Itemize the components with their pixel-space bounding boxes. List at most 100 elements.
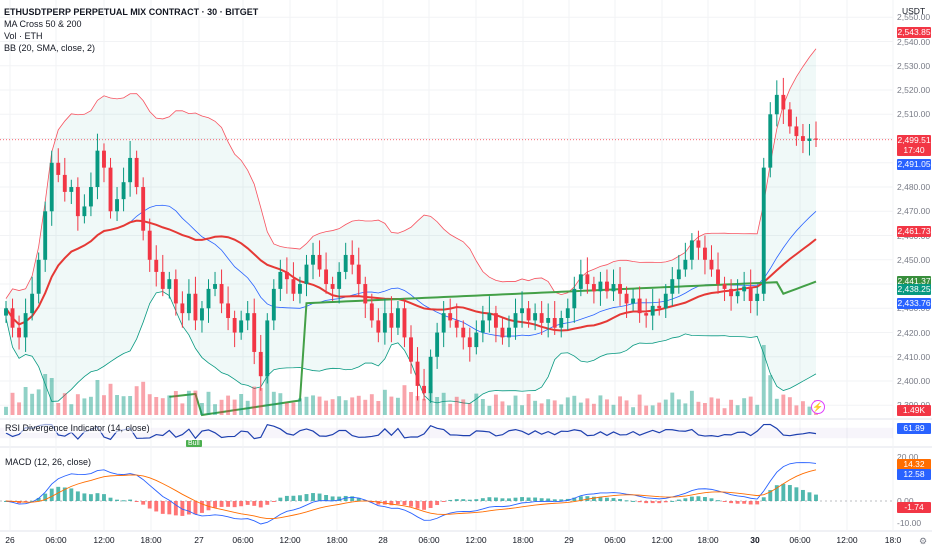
macd-hist-bar <box>141 501 146 505</box>
candle-body <box>559 317 564 328</box>
volume-bar <box>43 374 48 415</box>
macd-hist-bar <box>49 488 54 501</box>
macd-hist-bar <box>75 491 80 501</box>
volume-bar <box>108 383 113 415</box>
macd-hist-bar <box>533 497 538 501</box>
volume-bar <box>761 345 766 415</box>
volume-bar <box>467 403 472 415</box>
macd-hist-bar <box>748 501 753 505</box>
candle-body <box>781 94 786 110</box>
macd-hist-bar <box>794 487 799 501</box>
macd-hist-bar <box>624 500 629 502</box>
candle-body <box>716 269 720 285</box>
candle-body <box>546 317 551 323</box>
candle-body <box>36 259 41 294</box>
volume-bar <box>252 386 257 415</box>
volume-bar <box>343 400 348 415</box>
macd-label[interactable]: MACD (12, 26, close) <box>4 457 93 467</box>
macd-hist-bar <box>95 493 100 501</box>
indicator-ma-cross[interactable]: MA Cross 50 & 200 <box>4 19 82 29</box>
macd-hist-bar <box>787 485 792 501</box>
candle-body <box>62 174 67 192</box>
bb-basis <box>5 204 817 337</box>
symbol-title[interactable]: ETHUSDTPERP PERPETUAL MIX CONTRACT · 30 … <box>4 7 259 17</box>
volume-bar <box>350 397 355 415</box>
volume-bar <box>768 375 773 415</box>
lightning-icon[interactable]: ⚡ <box>811 400 825 414</box>
volume-bar <box>578 402 583 415</box>
volume-bar <box>591 403 596 415</box>
candle-body <box>369 303 374 321</box>
macd-hist-bar <box>213 501 217 508</box>
macd-hist-bar <box>330 496 335 501</box>
volume-bar <box>748 396 753 415</box>
volume-tag: 1.49K <box>897 405 931 416</box>
candle-body <box>291 279 296 294</box>
price-tick: 2,540.00 <box>897 36 931 47</box>
candle-body <box>761 167 766 294</box>
rsi-value-tag: 61.89 <box>897 423 931 434</box>
macd-hist-bar <box>644 501 649 504</box>
macd-hist-bar <box>69 488 74 501</box>
volume-bar <box>507 405 511 415</box>
candle-body <box>147 230 152 260</box>
macd-hist-bar <box>395 501 400 505</box>
price-tag: 2,461.73 <box>897 226 931 238</box>
macd-hist-bar <box>467 499 472 501</box>
time-label: 06:00 <box>232 535 254 545</box>
indicator-bb[interactable]: BB (20, SMA, close, 2) <box>4 43 96 53</box>
macd-hist-bar <box>755 501 760 505</box>
volume-bar <box>167 395 172 415</box>
macd-hist-bar <box>520 497 524 501</box>
volume-bar <box>631 407 636 415</box>
candle-body <box>467 337 472 348</box>
macd-hist-bar <box>781 483 786 501</box>
candle-body <box>160 271 165 289</box>
volume-bar <box>435 397 440 415</box>
gear-icon[interactable]: ⚙ <box>919 536 928 546</box>
price-tag-value: 2,491.05 <box>897 159 931 170</box>
candle-body <box>487 313 492 321</box>
candle-body <box>814 138 818 140</box>
time-label: 18:00 <box>697 535 719 545</box>
candle-body <box>180 303 185 314</box>
volume-bar <box>75 394 80 415</box>
time-label: 18:00 <box>326 535 348 545</box>
candle-body <box>533 313 538 321</box>
candle-body <box>278 271 283 289</box>
volume-bar <box>716 398 720 415</box>
candle-body <box>428 356 433 394</box>
macd-pane <box>0 448 893 530</box>
macd-hist-bar <box>304 494 309 501</box>
price-tick: 2,550.00 <box>897 12 931 23</box>
volume-bar <box>402 385 407 415</box>
indicator-volume[interactable]: Vol · ETH <box>4 31 43 41</box>
volume-bar <box>311 395 315 415</box>
macd-hist-bar <box>814 494 818 501</box>
macd-hist-bar <box>30 500 35 502</box>
candle-body <box>95 150 100 188</box>
macd-hist-bar <box>513 497 518 501</box>
candle-body <box>134 157 139 188</box>
candle-body <box>395 308 400 328</box>
volume-bar <box>245 400 250 415</box>
volume-bar <box>193 390 198 415</box>
macd-hist-bar <box>768 490 773 501</box>
candle-body <box>448 313 453 321</box>
volume-bar <box>291 402 296 415</box>
macd-hist-bar <box>284 495 289 501</box>
candle-body <box>500 327 505 338</box>
candle-body <box>304 264 309 285</box>
volume-bar <box>213 404 217 415</box>
price-tag: 2,499.51 17:40 <box>897 134 931 156</box>
macd-hist-bar <box>252 501 257 506</box>
volume-bar <box>605 399 609 415</box>
rsi-label[interactable]: RSI Divergence Indicator (14, close) <box>4 423 151 433</box>
candle-body <box>311 254 315 265</box>
macd-hist-bar <box>128 499 133 501</box>
candle-body <box>245 313 250 321</box>
price-tick: 2,510.00 <box>897 109 931 120</box>
volume-bar <box>520 405 524 415</box>
volume-bar <box>794 405 799 415</box>
